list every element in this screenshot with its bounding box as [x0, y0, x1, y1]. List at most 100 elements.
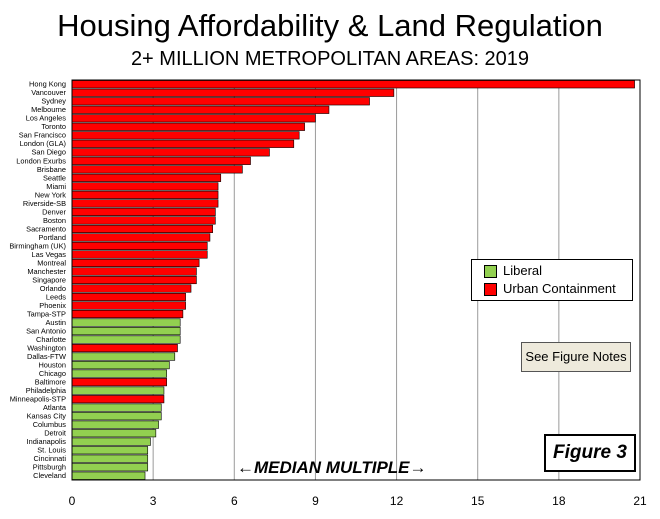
- category-label: Brisbane: [37, 165, 66, 174]
- x-tick-label: 6: [231, 494, 238, 508]
- legend-item-liberal: Liberal: [484, 263, 543, 279]
- bar: [71, 403, 162, 412]
- category-label: Portland: [38, 233, 66, 242]
- category-label: Indianapolis: [27, 437, 67, 446]
- bar: [71, 182, 219, 191]
- chart-title: Housing Affordability & Land Regulation: [57, 8, 603, 43]
- category-label: Vancouver: [31, 88, 66, 97]
- chart-subtitle: 2+ MILLION METROPOLITAN AREAS: 2019: [130, 48, 530, 70]
- bar: [71, 148, 270, 157]
- x-tick-label: 3: [150, 494, 157, 508]
- category-label: Cleveland: [33, 471, 66, 480]
- category-label: Boston: [43, 216, 66, 225]
- bar: [71, 301, 186, 310]
- bar: [71, 173, 222, 182]
- x-tick-label: 21: [633, 494, 647, 508]
- bar: [71, 378, 167, 387]
- bar: [71, 114, 316, 123]
- bar: [71, 241, 208, 251]
- bar: [71, 292, 186, 302]
- bar: [71, 369, 167, 378]
- x-tick-label: 12: [390, 494, 404, 508]
- category-label: Tampa-STP: [27, 309, 66, 318]
- category-label: Minneapolis-STP: [10, 395, 66, 404]
- category-label: Los Angeles: [26, 114, 67, 123]
- bar: [71, 207, 216, 216]
- category-label: Hong Kong: [29, 80, 66, 89]
- category-label: Washington: [27, 343, 66, 352]
- category-label: St. Louis: [37, 446, 66, 455]
- bar: [71, 429, 157, 438]
- category-label: Leeds: [46, 292, 66, 301]
- category-label: Toronto: [41, 122, 66, 131]
- category-label: Atlanta: [43, 403, 67, 412]
- category-label: Austin: [45, 318, 66, 327]
- category-label: Sacramento: [26, 224, 66, 233]
- bar: [71, 139, 295, 148]
- category-label: Miami: [46, 182, 66, 191]
- bar: [71, 224, 213, 233]
- x-tick-label: 9: [312, 494, 319, 508]
- category-label: Philadelphia: [26, 386, 67, 395]
- bar: [71, 454, 149, 463]
- category-label: Cincinnati: [34, 454, 67, 463]
- x-axis-label: ←MEDIAN MULTIPLE→: [237, 458, 427, 477]
- category-label: Singapore: [32, 275, 66, 284]
- category-label: Phoenix: [39, 301, 66, 310]
- category-label: San Diego: [31, 148, 66, 157]
- bar: [71, 131, 300, 140]
- urban-containment-swatch: [484, 283, 497, 297]
- category-label: New York: [35, 190, 67, 199]
- bar: [71, 216, 216, 225]
- category-label: London Exurbs: [16, 156, 66, 165]
- bar: [71, 199, 219, 208]
- category-label: Houston: [38, 361, 66, 370]
- category-label: San Francisco: [19, 131, 66, 140]
- bar: [71, 420, 159, 429]
- category-label: Charlotte: [36, 335, 66, 344]
- bar: [71, 327, 181, 336]
- category-label: Columbus: [33, 420, 67, 429]
- category-label: Las Vegas: [31, 250, 66, 259]
- figure-notes-box: See Figure Notes: [521, 342, 631, 372]
- bar: [71, 258, 200, 268]
- bar: [71, 250, 208, 259]
- legend-liberal-label: Liberal: [503, 263, 543, 278]
- bar: [71, 395, 165, 404]
- category-label: Riverside-SB: [23, 199, 66, 208]
- liberal-swatch: [484, 265, 497, 279]
- bar: [71, 361, 170, 370]
- category-label: Baltimore: [35, 378, 66, 387]
- bar: [71, 105, 330, 114]
- legend-item-urban-containment: Urban Containment: [484, 281, 616, 297]
- bar: [71, 309, 184, 319]
- bar: [71, 352, 176, 361]
- category-label: Detroit: [44, 429, 66, 438]
- bar: [71, 446, 149, 455]
- bar: [71, 190, 219, 199]
- category-label: Montreal: [37, 258, 66, 267]
- bar: [71, 80, 635, 89]
- bar: [71, 471, 146, 480]
- bar: [71, 318, 181, 327]
- bar: [71, 284, 192, 293]
- bar: [71, 344, 178, 353]
- category-label: Denver: [42, 207, 66, 216]
- category-label: Manchester: [27, 267, 66, 276]
- bar: [71, 437, 151, 446]
- category-label: Dallas-FTW: [27, 352, 66, 361]
- category-label: Kansas City: [27, 412, 67, 421]
- bar: [71, 156, 251, 165]
- x-tick-label: 0: [69, 494, 76, 508]
- figure-label: Figure 3: [544, 434, 636, 472]
- bar: [71, 275, 197, 285]
- category-label: Melbourne: [31, 105, 66, 114]
- bar: [71, 165, 243, 174]
- legend: Liberal Urban Containment: [471, 259, 633, 301]
- bar: [71, 463, 149, 472]
- category-label: Seattle: [43, 173, 66, 182]
- legend-urban-containment-label: Urban Containment: [503, 281, 616, 296]
- category-label: Pittsburgh: [33, 463, 66, 472]
- bar: [71, 122, 305, 131]
